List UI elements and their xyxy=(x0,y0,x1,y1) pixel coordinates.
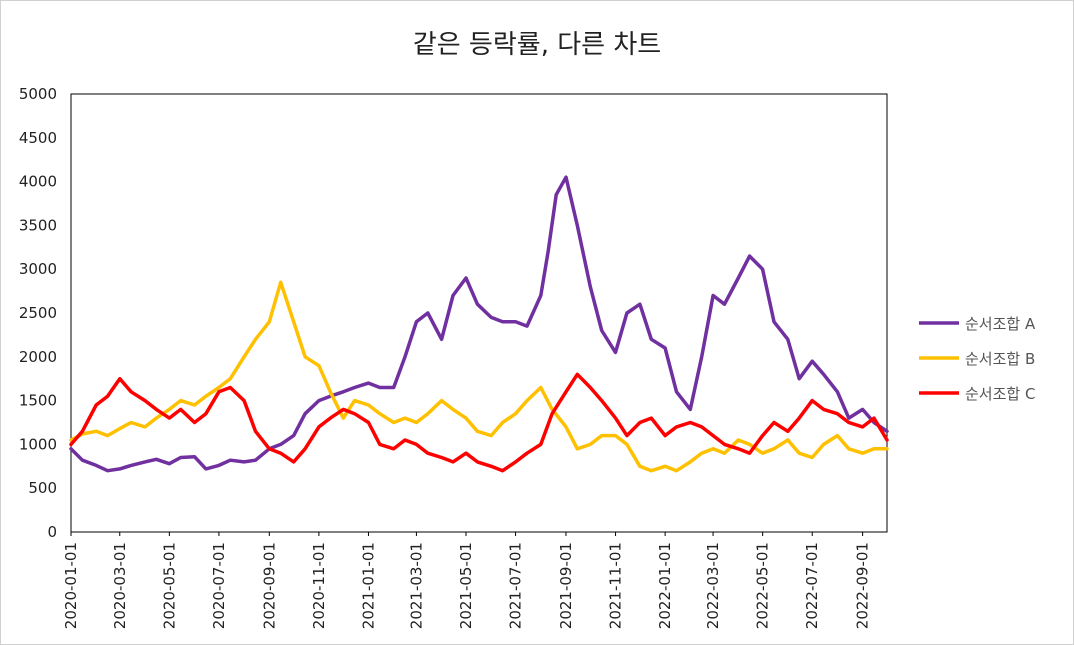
x-tick-label: 2020-01-01 xyxy=(62,542,80,629)
x-tick-label: 2022-01-01 xyxy=(656,542,674,629)
y-tick-label: 4000 xyxy=(19,173,57,191)
y-axis-ticks: 0 500 1000 1500 2000 2500 3000 3500 4000 4500 5000 xyxy=(19,85,57,541)
x-tick-label: 2020-09-01 xyxy=(260,542,278,629)
x-tick-label: 2022-05-01 xyxy=(754,542,772,629)
x-tick-label: 2021-01-01 xyxy=(359,542,377,629)
y-tick-label: 3500 xyxy=(19,216,57,234)
plot-area xyxy=(70,93,888,533)
y-tick-label: 5000 xyxy=(19,85,57,103)
x-tick-label: 2020-07-01 xyxy=(210,542,228,629)
series-line-b xyxy=(69,280,889,473)
y-tick-label: 500 xyxy=(28,479,57,497)
x-tick-label: 2021-09-01 xyxy=(557,542,575,629)
y-tick-label: 1000 xyxy=(19,435,57,453)
y-tick-label: 0 xyxy=(47,523,57,541)
series-line-a xyxy=(69,175,889,473)
y-tick-label: 1500 xyxy=(19,392,57,410)
chart-title: 같은 등락률, 다른 차트 xyxy=(413,30,661,60)
legend-label-c: 순서조합 C xyxy=(965,385,1035,403)
x-tick-label: 2020-11-01 xyxy=(310,542,328,629)
x-axis-ticks: 2020-01-01 2020-03-01 2020-05-01 2020-07-01… xyxy=(62,532,872,629)
y-tick-label: 2000 xyxy=(19,348,57,366)
x-tick-label: 2022-07-01 xyxy=(803,542,821,629)
x-tick-label: 2020-03-01 xyxy=(111,542,129,629)
x-tick-label: 2021-07-01 xyxy=(507,542,525,629)
legend-label-b: 순서조합 B xyxy=(965,350,1035,368)
x-tick-label: 2021-03-01 xyxy=(407,542,425,629)
y-tick-label: 3000 xyxy=(19,260,57,278)
legend-label-a: 순서조합 A xyxy=(965,315,1036,333)
legend: 순서조합 A 순서조합 B 순서조합 C xyxy=(919,315,1036,403)
y-tick-label: 2500 xyxy=(19,304,57,322)
x-tick-label: 2020-05-01 xyxy=(160,542,178,629)
series-lines xyxy=(69,175,889,473)
series-line-c xyxy=(69,372,889,473)
x-tick-label: 2022-09-01 xyxy=(854,542,872,629)
x-tick-label: 2021-05-01 xyxy=(457,542,475,629)
x-tick-label: 2021-11-01 xyxy=(607,542,625,629)
y-tick-label: 4500 xyxy=(19,129,57,147)
x-tick-label: 2022-03-01 xyxy=(704,542,722,629)
